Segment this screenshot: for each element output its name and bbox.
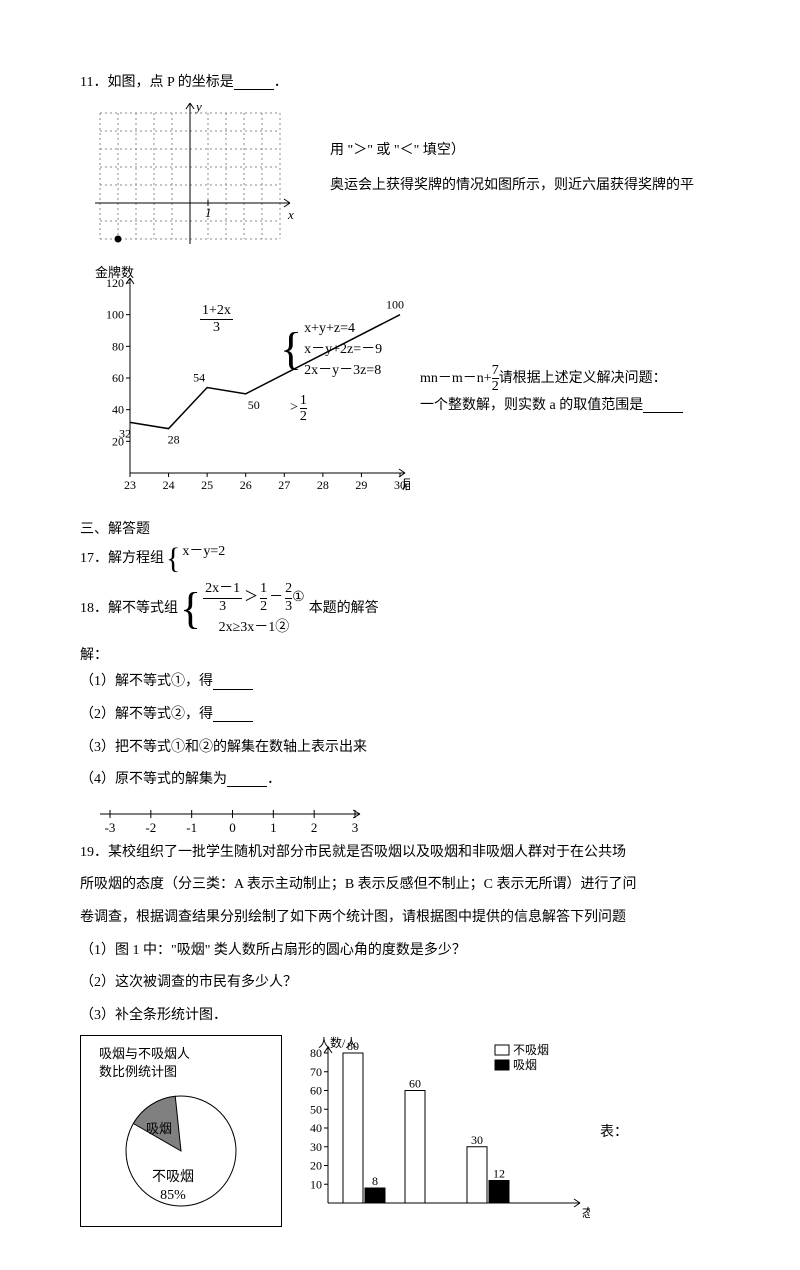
svg-text:不吸烟: 不吸烟 bbox=[152, 1169, 194, 1185]
svg-text:8: 8 bbox=[372, 1174, 378, 1188]
q11-text: 11．如图，点 P 的坐标是 ． bbox=[80, 70, 720, 97]
svg-text:-1: -1 bbox=[186, 820, 197, 835]
svg-text:30: 30 bbox=[310, 1140, 322, 1154]
charts-row: 吸烟与不吸烟人数比例统计图吸烟不吸烟85% 1020304050607080人数… bbox=[80, 1035, 720, 1230]
svg-text:2: 2 bbox=[311, 820, 318, 835]
q18-s2: （2）解不等式②，得 bbox=[80, 702, 720, 729]
svg-text:28: 28 bbox=[317, 478, 329, 492]
overlay-fraction: 1+2x 3 bbox=[200, 303, 233, 338]
q19-p1: 19．某校组织了一批学生随机对部分市民就是否吸烟以及吸烟和非吸烟人群对于在公共场 bbox=[80, 840, 720, 867]
svg-text:-2: -2 bbox=[145, 820, 156, 835]
overlay-half: > 1 2 bbox=[290, 393, 307, 425]
svg-text:80: 80 bbox=[347, 1039, 359, 1053]
q11-after: ． bbox=[274, 75, 288, 90]
number-line: -3 -2 -1 0 1 2 3 bbox=[80, 800, 380, 840]
svg-text:吸烟与不吸烟人: 吸烟与不吸烟人 bbox=[99, 1046, 190, 1061]
overlay-system: { x+y+z=4x－y+2z=－92x－y－3z=8 bbox=[280, 318, 382, 381]
coord-grid: y x 1 bbox=[80, 103, 300, 253]
svg-text:10: 10 bbox=[310, 1178, 322, 1192]
svg-text:24: 24 bbox=[163, 478, 175, 492]
overlay-right2: 一个整数解，则实数 a 的取值范围是 bbox=[420, 393, 683, 420]
svg-text:40: 40 bbox=[112, 402, 124, 416]
svg-text:29: 29 bbox=[355, 478, 367, 492]
svg-text:50: 50 bbox=[310, 1103, 322, 1117]
svg-text:-3: -3 bbox=[105, 820, 116, 835]
q18-s3: （3）把不等式①和②的解集在数轴上表示出来 bbox=[80, 735, 720, 762]
bar-chart: 1020304050607080人数/人态度不吸烟吸烟808603012 bbox=[290, 1035, 590, 1225]
svg-text:数比例统计图: 数比例统计图 bbox=[99, 1064, 177, 1079]
s2-blank[interactable] bbox=[213, 707, 253, 722]
coord-and-side: y x 1 用 "＞" 或 "＜" 填空） 奥运会上获得奖牌的情况如图所示，则近六届… bbox=[80, 103, 720, 263]
side-text-3: 表： bbox=[600, 1120, 628, 1147]
svg-text:金牌数: 金牌数 bbox=[95, 265, 134, 280]
q11-blank[interactable] bbox=[234, 75, 274, 90]
svg-text:1: 1 bbox=[205, 205, 212, 220]
svg-text:32: 32 bbox=[119, 426, 131, 440]
q19-p5: （2）这次被调查的市民有多少人？ bbox=[80, 970, 720, 997]
q18-sol-label: 解： bbox=[80, 643, 720, 670]
side-text-1: 用 "＞" 或 "＜" 填空） bbox=[330, 138, 465, 165]
svg-text:23: 23 bbox=[124, 478, 136, 492]
svg-text:85%: 85% bbox=[160, 1188, 186, 1203]
svg-text:50: 50 bbox=[248, 397, 260, 411]
section-3-title: 三、解答题 bbox=[80, 517, 720, 544]
q18: 18．解不等式组 { 2x－1 3 ＞ 1 2 － 2 3 ① 2x≥3x－1②… bbox=[80, 581, 720, 636]
s4-blank[interactable] bbox=[227, 772, 267, 787]
svg-text:27: 27 bbox=[278, 478, 290, 492]
svg-text:吸烟: 吸烟 bbox=[513, 1058, 537, 1072]
svg-text:26: 26 bbox=[240, 478, 252, 492]
svg-text:不吸烟: 不吸烟 bbox=[513, 1043, 549, 1057]
svg-text:x: x bbox=[287, 207, 294, 222]
svg-text:40: 40 bbox=[310, 1121, 322, 1135]
q11-before: 11．如图，点 P 的坐标是 bbox=[80, 75, 234, 90]
svg-text:届数: 届数 bbox=[402, 477, 410, 492]
range-blank[interactable] bbox=[643, 398, 683, 413]
svg-text:30: 30 bbox=[471, 1133, 483, 1147]
q19-p4: （1）图 1 中："吸烟" 类人数所占扇形的圆心角的度数是多少？ bbox=[80, 938, 720, 965]
svg-text:60: 60 bbox=[112, 371, 124, 385]
svg-text:100: 100 bbox=[386, 297, 404, 311]
svg-text:60: 60 bbox=[310, 1084, 322, 1098]
svg-text:20: 20 bbox=[310, 1159, 322, 1173]
svg-text:70: 70 bbox=[310, 1065, 322, 1079]
q19-p3: 卷调查，根据调查结果分别绘制了如下两个统计图，请根据图中提供的信息解答下列问题 bbox=[80, 905, 720, 932]
svg-text:y: y bbox=[194, 103, 202, 114]
svg-text:3: 3 bbox=[352, 820, 359, 835]
svg-text:态度: 态度 bbox=[582, 1205, 590, 1220]
svg-text:1: 1 bbox=[270, 820, 277, 835]
gold-chart: 204060801001202324252627282930金牌数届数32285… bbox=[80, 263, 410, 503]
svg-text:25: 25 bbox=[201, 478, 213, 492]
svg-text:54: 54 bbox=[193, 370, 205, 384]
q18-s1: （1）解不等式①，得 bbox=[80, 669, 720, 696]
svg-text:100: 100 bbox=[106, 307, 124, 321]
q18-s4: （4）原不等式的解集为． bbox=[80, 767, 720, 794]
pie-chart: 吸烟与不吸烟人数比例统计图吸烟不吸烟 85% bbox=[80, 1035, 282, 1227]
svg-text:吸烟: 吸烟 bbox=[146, 1121, 172, 1136]
svg-text:80: 80 bbox=[112, 339, 124, 353]
side-text-2: 奥运会上获得奖牌的情况如图所示，则近六届获得奖牌的平 bbox=[330, 173, 694, 200]
svg-text:28: 28 bbox=[168, 432, 180, 446]
overlay-right1: mn－m－n+72请根据上述定义解决问题： bbox=[420, 363, 667, 395]
q19-p2: 所吸烟的态度（分三类：A 表示主动制止；B 表示反感但不制止；C 表示无所谓）进… bbox=[80, 872, 720, 899]
svg-text:0: 0 bbox=[229, 820, 236, 835]
s1-blank[interactable] bbox=[213, 675, 253, 690]
q17: 17．解方程组 { x－y=2 bbox=[80, 543, 720, 575]
q19-p6: （3）补全条形统计图． bbox=[80, 1003, 720, 1030]
svg-text:12: 12 bbox=[493, 1167, 505, 1181]
gold-chart-box: 204060801001202324252627282930金牌数届数32285… bbox=[80, 263, 720, 513]
svg-text:60: 60 bbox=[409, 1077, 421, 1091]
